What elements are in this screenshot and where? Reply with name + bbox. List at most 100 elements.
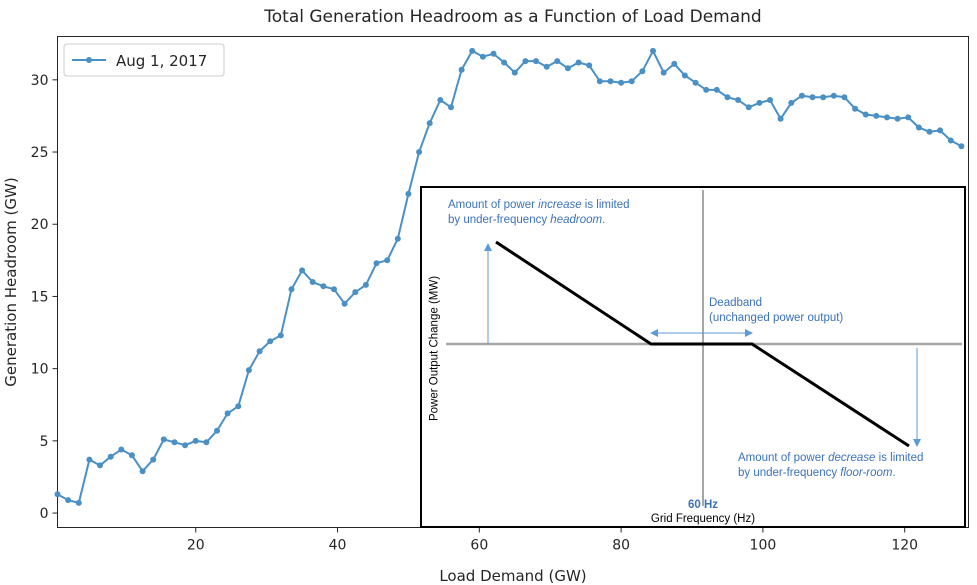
data-point [267, 338, 274, 345]
data-point [373, 260, 380, 267]
data-point [830, 92, 837, 99]
data-point [299, 267, 306, 274]
droop-curve [495, 240, 910, 448]
data-point [182, 442, 189, 449]
y-tick-label: 30 [31, 73, 49, 89]
data-point [639, 68, 646, 75]
x-tick-label: 20 [187, 538, 205, 554]
data-point [65, 497, 72, 504]
inset-center-label: 60 Hz [687, 499, 719, 511]
data-point [352, 289, 359, 296]
data-point [937, 127, 944, 134]
data-point [671, 60, 678, 67]
data-point [809, 94, 816, 101]
y-axis-label: Generation Headroom (GW) [2, 177, 20, 386]
data-point [596, 78, 603, 85]
data-point [479, 53, 486, 60]
data-point [75, 499, 82, 506]
data-point [862, 111, 869, 118]
data-point [309, 279, 316, 285]
data-point [86, 456, 93, 463]
legend-marker [86, 57, 92, 63]
data-point [511, 69, 518, 76]
data-point [820, 94, 827, 101]
data-point [97, 462, 103, 469]
data-point [926, 128, 933, 135]
annotation-increase: Amount of power increase is limited by u… [448, 199, 630, 226]
inset-y-axis-label: Power Output Change (MW) [428, 275, 441, 422]
data-point [437, 97, 444, 103]
data-point [501, 59, 508, 66]
data-point [650, 47, 656, 54]
legend-box [63, 43, 225, 77]
data-point [703, 86, 710, 93]
data-point [575, 59, 582, 66]
data-point [288, 286, 295, 293]
data-point [564, 65, 571, 72]
data-point [118, 446, 125, 453]
data-point [394, 235, 401, 242]
data-point [245, 367, 252, 374]
y-tick-label: 15 [31, 289, 49, 305]
y-tick-label: 10 [31, 362, 49, 378]
data-point [777, 115, 784, 122]
data-point [788, 99, 795, 106]
x-tick-label: 100 [750, 538, 777, 554]
data-point [277, 332, 284, 339]
data-point [128, 452, 135, 459]
data-point [458, 66, 465, 73]
data-point [543, 63, 550, 70]
data-point [724, 94, 731, 101]
data-point [628, 78, 635, 85]
x-tick-label: 80 [612, 538, 630, 554]
data-point [586, 62, 593, 69]
data-point [490, 50, 497, 57]
x-tick-label: 120 [891, 538, 918, 554]
data-point [841, 94, 848, 101]
data-point [150, 456, 157, 463]
inset-x-axis-label: Grid Frequency (Hz) [650, 513, 756, 525]
data-point [607, 78, 614, 85]
data-point [522, 58, 529, 65]
data-point [256, 348, 263, 355]
data-point [405, 190, 412, 197]
data-point [767, 97, 773, 103]
data-point [958, 143, 965, 150]
data-point [618, 79, 625, 86]
data-point [214, 427, 220, 434]
data-point [947, 137, 954, 144]
data-point [469, 47, 476, 54]
data-point [203, 439, 210, 446]
data-point [54, 491, 61, 498]
legend-label: Aug 1, 2017 [116, 52, 207, 70]
x-tick-label: 40 [329, 538, 347, 554]
data-point [331, 286, 337, 293]
data-point [139, 468, 146, 475]
data-point [798, 92, 805, 99]
droop-diagram [446, 190, 962, 506]
data-point [692, 79, 699, 86]
data-point [735, 97, 742, 103]
annotation-decrease: Amount of power decrease is limited by u… [738, 452, 924, 479]
annotation-deadband: Deadband (unchanged power output) [709, 297, 844, 324]
series-points [54, 47, 965, 506]
y-tick-label: 0 [40, 506, 49, 522]
data-point [171, 439, 178, 446]
data-point [416, 149, 423, 155]
y-tick-label: 25 [31, 145, 49, 161]
data-point [681, 72, 688, 79]
data-point [533, 58, 539, 65]
data-point [884, 114, 890, 121]
data-point [384, 257, 391, 264]
y-tick-label: 20 [31, 217, 49, 233]
data-point [160, 436, 167, 443]
data-point [341, 300, 348, 307]
data-point [660, 69, 667, 76]
x-axis-label: Load Demand (GW) [439, 567, 586, 585]
data-point [426, 120, 433, 127]
data-point [915, 124, 922, 131]
data-point [448, 104, 454, 111]
data-point [224, 410, 231, 417]
data-point [756, 99, 763, 106]
